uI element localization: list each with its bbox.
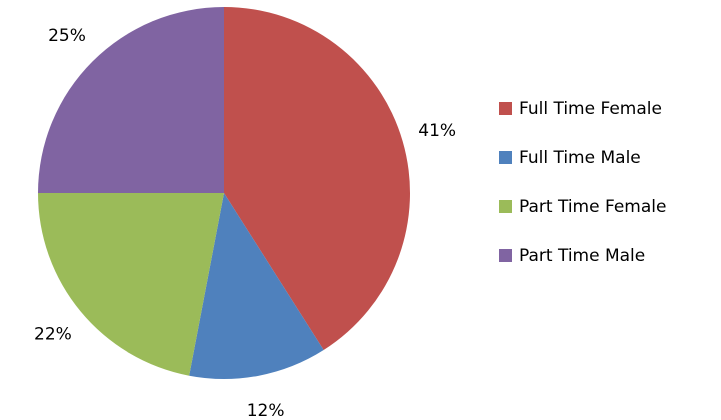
data-label: 41% bbox=[418, 121, 456, 141]
legend-swatch bbox=[499, 249, 512, 262]
pie-slice bbox=[189, 193, 324, 379]
legend-label: Part Time Female bbox=[519, 197, 666, 217]
legend-swatch bbox=[499, 200, 512, 213]
legend-label: Full Time Male bbox=[519, 148, 641, 168]
data-label: 25% bbox=[48, 26, 86, 46]
data-label: 12% bbox=[247, 401, 285, 420]
legend-swatch bbox=[499, 151, 512, 164]
legend-label: Part Time Male bbox=[519, 246, 645, 266]
pie-slice bbox=[38, 7, 224, 193]
data-label: 22% bbox=[34, 325, 72, 345]
pie-slice bbox=[224, 7, 410, 351]
pie-slice bbox=[38, 193, 224, 376]
legend-label: Full Time Female bbox=[519, 99, 662, 119]
legend-swatch bbox=[499, 102, 512, 115]
